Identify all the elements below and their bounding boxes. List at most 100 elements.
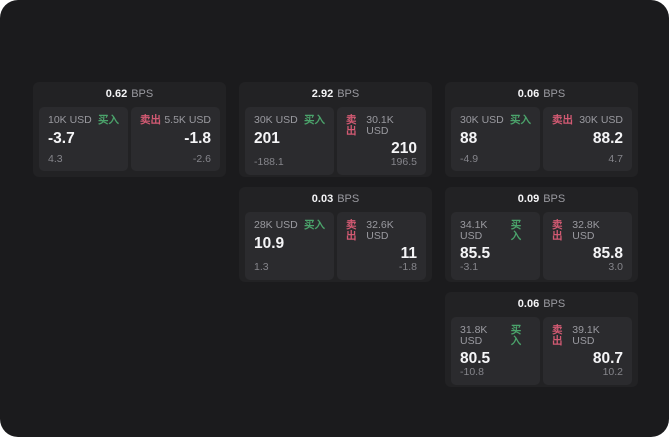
sell-labels: 卖出 30K USD xyxy=(552,115,623,126)
bps-value: 0.06 xyxy=(517,298,540,310)
sell-labels: 卖出 30.1K USD xyxy=(346,115,417,136)
sell-labels: 卖出 39.1K USD xyxy=(552,325,623,346)
buy-sub-value: -188.1 xyxy=(254,156,284,169)
sell-sub-value: -2.6 xyxy=(192,152,211,165)
quote-panels: 34.1K USD 买入 85.5 -3.1 卖出 32.8K USD 85.8… xyxy=(445,212,638,286)
buy-amount: 30K USD xyxy=(460,114,504,126)
buy-sub-value: -3.1 xyxy=(460,261,479,274)
buy-sub-value: -10.8 xyxy=(460,366,484,379)
buy-tile[interactable]: 34.1K USD 买入 85.5 -3.1 xyxy=(451,212,540,280)
quote-panels: 31.8K USD 买入 80.5 -10.8 卖出 39.1K USD 80.… xyxy=(445,317,638,391)
quote-card: 0.03 BPS 28K USD 买入 10.9 1.3 卖出 32.6K US… xyxy=(239,187,432,282)
buy-side-label: 买入 xyxy=(304,114,325,126)
sell-sub-value: 4.7 xyxy=(608,152,623,165)
sell-side-label: 卖出 xyxy=(552,324,563,347)
buy-sub-value: 1.3 xyxy=(254,261,269,274)
buy-sub-value: 4.3 xyxy=(48,152,63,165)
sell-price: 85.8 xyxy=(592,245,623,262)
sell-side-label: 卖出 xyxy=(552,114,573,126)
sell-tile[interactable]: 卖出 32.8K USD 85.8 3.0 xyxy=(543,212,632,280)
buy-labels: 10K USD 买入 xyxy=(48,115,119,126)
bps-value: 0.03 xyxy=(311,193,334,205)
buy-tile[interactable]: 28K USD 买入 10.9 1.3 xyxy=(245,212,334,280)
buy-tile[interactable]: 30K USD 买入 201 -188.1 xyxy=(245,107,334,175)
sell-price: 11 xyxy=(400,245,417,262)
sell-price: 80.7 xyxy=(592,350,623,367)
buy-amount: 34.1K USD xyxy=(460,219,488,242)
buy-tile[interactable]: 30K USD 买入 88 -4.9 xyxy=(451,107,540,171)
bps-header: 0.06 BPS xyxy=(445,82,638,107)
sell-price: -1.8 xyxy=(184,129,211,147)
sell-sub-value: 196.5 xyxy=(390,156,417,169)
sell-tile[interactable]: 卖出 5.5K USD -1.8 -2.6 xyxy=(131,107,220,171)
bps-header: 0.03 BPS xyxy=(239,187,432,212)
bps-unit: BPS xyxy=(543,88,566,100)
quote-panels: 30K USD 买入 201 -188.1 卖出 30.1K USD 210 1… xyxy=(239,107,432,181)
buy-amount: 31.8K USD xyxy=(460,324,488,347)
bps-value: 2.92 xyxy=(311,88,334,100)
sell-amount: 39.1K USD xyxy=(572,324,600,347)
sell-side-label: 卖出 xyxy=(140,114,161,126)
bps-unit: BPS xyxy=(543,193,566,205)
bps-value: 0.09 xyxy=(517,193,540,205)
buy-price: 85.5 xyxy=(460,245,491,262)
sell-tile[interactable]: 卖出 30.1K USD 210 196.5 xyxy=(337,107,426,175)
bps-unit: BPS xyxy=(543,298,566,310)
buy-labels: 31.8K USD 买入 xyxy=(460,325,531,346)
sell-amount: 30.1K USD xyxy=(366,114,394,137)
sell-amount: 32.8K USD xyxy=(572,219,600,242)
sell-tile[interactable]: 卖出 30K USD 88.2 4.7 xyxy=(543,107,632,171)
buy-price: 10.9 xyxy=(254,234,285,252)
sell-price: 88.2 xyxy=(592,129,623,147)
buy-labels: 30K USD 买入 xyxy=(254,115,325,126)
buy-side-label: 买入 xyxy=(510,324,522,347)
sell-side-label: 卖出 xyxy=(346,219,357,242)
quote-panels: 28K USD 买入 10.9 1.3 卖出 32.6K USD 11 -1.8 xyxy=(239,212,432,286)
buy-labels: 30K USD 买入 xyxy=(460,115,531,126)
buy-price: 201 xyxy=(254,129,280,147)
sell-sub-value: 10.2 xyxy=(602,366,623,379)
sell-labels: 卖出 5.5K USD xyxy=(140,115,211,126)
sell-tile[interactable]: 卖出 39.1K USD 80.7 10.2 xyxy=(543,317,632,385)
buy-side-label: 买入 xyxy=(510,219,522,242)
sell-amount: 5.5K USD xyxy=(164,114,211,126)
buy-amount: 30K USD xyxy=(254,114,298,126)
bps-value: 0.62 xyxy=(105,88,128,100)
sell-labels: 卖出 32.6K USD xyxy=(346,220,417,241)
bps-value: 0.06 xyxy=(517,88,540,100)
quote-card: 0.62 BPS 10K USD 买入 -3.7 4.3 卖出 5.5K USD xyxy=(33,82,226,177)
bps-header: 0.09 BPS xyxy=(445,187,638,212)
bps-header: 0.62 BPS xyxy=(33,82,226,107)
buy-price: 88 xyxy=(460,129,478,147)
quote-card: 0.06 BPS 31.8K USD 买入 80.5 -10.8 卖出 39.1… xyxy=(445,292,638,387)
buy-sub-value: -4.9 xyxy=(460,152,479,165)
sell-side-label: 卖出 xyxy=(346,114,357,137)
bps-header: 0.06 BPS xyxy=(445,292,638,317)
bps-unit: BPS xyxy=(337,88,360,100)
sell-sub-value: 3.0 xyxy=(608,261,623,274)
buy-side-label: 买入 xyxy=(510,114,531,126)
quote-card: 0.09 BPS 34.1K USD 买入 85.5 -3.1 卖出 32.8K… xyxy=(445,187,638,282)
quote-panels: 30K USD 买入 88 -4.9 卖出 30K USD 88.2 4.7 xyxy=(445,107,638,177)
bps-header: 2.92 BPS xyxy=(239,82,432,107)
buy-amount: 10K USD xyxy=(48,114,92,126)
quote-card: 0.06 BPS 30K USD 买入 88 -4.9 卖出 30K USD xyxy=(445,82,638,177)
sell-labels: 卖出 32.8K USD xyxy=(552,220,623,241)
sell-amount: 30K USD xyxy=(579,114,623,126)
buy-amount: 28K USD xyxy=(254,219,298,231)
buy-labels: 28K USD 买入 xyxy=(254,220,325,231)
buy-tile[interactable]: 31.8K USD 买入 80.5 -10.8 xyxy=(451,317,540,385)
sell-price: 210 xyxy=(391,140,417,157)
sell-tile[interactable]: 卖出 32.6K USD 11 -1.8 xyxy=(337,212,426,280)
bps-unit: BPS xyxy=(131,88,154,100)
buy-price: 80.5 xyxy=(460,350,491,367)
buy-side-label: 买入 xyxy=(98,114,119,126)
buy-price: -3.7 xyxy=(48,129,75,147)
quote-panels: 10K USD 买入 -3.7 4.3 卖出 5.5K USD -1.8 -2.… xyxy=(33,107,226,177)
sell-side-label: 卖出 xyxy=(552,219,563,242)
buy-side-label: 买入 xyxy=(304,219,325,231)
buy-tile[interactable]: 10K USD 买入 -3.7 4.3 xyxy=(39,107,128,171)
buy-labels: 34.1K USD 买入 xyxy=(460,220,531,241)
sell-sub-value: -1.8 xyxy=(398,261,417,274)
